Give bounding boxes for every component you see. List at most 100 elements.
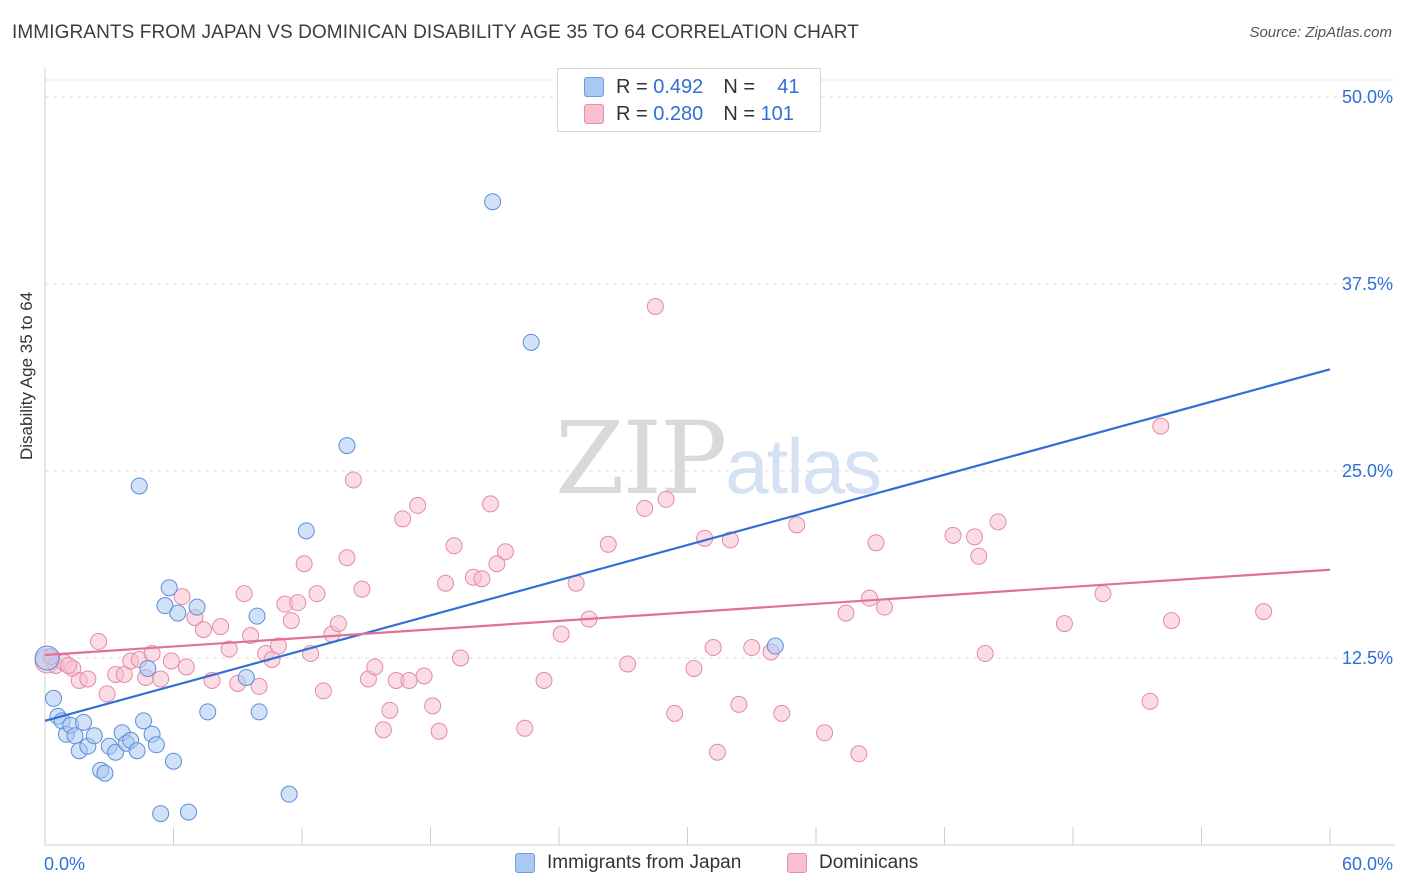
japan-point (96, 764, 114, 782)
dominican-point (60, 656, 78, 674)
dominican-point (152, 670, 170, 688)
dominican-point (473, 570, 491, 588)
dominican-point (876, 598, 894, 616)
dominican-point (344, 471, 362, 489)
legend-n-label: N = (723, 102, 755, 125)
y-tick-label: 50.0% (1342, 87, 1393, 107)
chart-title: IMMIGRANTS FROM JAPAN VS DOMINICAN DISAB… (12, 22, 859, 43)
japan-point (338, 437, 356, 455)
dominican-point (965, 528, 983, 546)
y-tick-label: 37.5% (1342, 274, 1393, 294)
dominican-point (430, 722, 448, 740)
bottom-legend-japan: Immigrants from Japan (515, 852, 741, 874)
dominican-point (282, 612, 300, 630)
japan-point (165, 752, 182, 770)
dominican-point (235, 585, 253, 603)
dominican-point (400, 671, 418, 689)
dominican-point (308, 585, 326, 603)
legend-r-label: R = (616, 102, 648, 125)
japan-point (85, 727, 103, 745)
dominican-point (394, 510, 412, 528)
dominican-point (366, 658, 384, 676)
dominican-point (177, 658, 195, 676)
japan-point (152, 805, 170, 823)
dominicans-points (34, 297, 1273, 763)
watermark: ZIPatlas (555, 400, 882, 517)
dominican-point (989, 513, 1007, 531)
dominican-point (666, 704, 684, 722)
dominican-point (552, 625, 570, 643)
bottom-legend-label-japan: Immigrants from Japan (547, 852, 742, 873)
dominican-point (409, 496, 427, 514)
dominican-point (837, 604, 855, 622)
axis-layer (44, 68, 1395, 846)
x-tick-label: 0.0% (44, 854, 85, 874)
dominican-point (970, 547, 988, 565)
dominican-point (353, 580, 371, 598)
dominican-point (516, 719, 534, 737)
japan-point (280, 785, 298, 803)
source-label: Source: ZipAtlas.com (1249, 24, 1392, 41)
y-tick-label: 25.0% (1342, 461, 1393, 481)
japan-point (160, 579, 178, 597)
dominican-point (704, 639, 722, 657)
dominican-point (976, 645, 994, 663)
japan-point (297, 522, 315, 540)
legend-row-japan: R = 0.492 N = 41 (584, 74, 799, 100)
bottom-legend-dominicans: Dominicans (787, 852, 918, 874)
japan-point (766, 637, 784, 655)
dominican-point (98, 685, 116, 703)
japan-point (188, 598, 206, 616)
bottom-legend-label-dominicans: Dominicans (819, 852, 919, 873)
bottom-legend-swatch-japan (515, 853, 535, 873)
dominican-point (314, 682, 332, 700)
dominican-trend-line (44, 568, 1331, 657)
dominican-point (944, 526, 962, 544)
dominican-point (657, 490, 675, 508)
japan-point (156, 597, 174, 615)
legend-r-value: 0.280 (653, 102, 704, 125)
japan-point (484, 193, 502, 211)
dominican-point (481, 495, 499, 513)
legend-swatch-japan (584, 77, 604, 97)
legend-n-value: 41 (777, 75, 800, 98)
dominican-point (212, 618, 230, 636)
dominican-point (685, 659, 703, 677)
dominican-point (730, 695, 748, 713)
dominican-point (1141, 692, 1159, 710)
dominican-point (535, 671, 553, 689)
dominican-point (721, 531, 739, 549)
japan-point (250, 703, 268, 721)
dominican-point (162, 652, 180, 670)
dominican-point (1094, 585, 1112, 603)
x-tick-label: 60.0% (1342, 854, 1393, 874)
dominican-point (619, 655, 637, 673)
legend-row-dominicans: R = 0.280 N = 101 (584, 101, 794, 127)
dominican-point (1163, 612, 1181, 630)
japan-point (135, 712, 153, 730)
legend-r-value: 0.492 (653, 75, 704, 98)
japan-point (199, 703, 217, 721)
japan-point (248, 607, 266, 625)
y-tick-label: 12.5% (1342, 648, 1393, 668)
bottom-legend-swatch-dominicans (787, 853, 807, 873)
y-axis-label: Disability Age 35 to 64 (17, 291, 36, 460)
dominican-point (220, 640, 238, 658)
japan-point (169, 604, 187, 622)
legend-swatch-dominicans (584, 104, 604, 124)
dominican-point (708, 743, 726, 761)
dominican-point (636, 499, 654, 517)
japan-point (75, 713, 93, 731)
correlation-legend: R = 0.492 N = 41 R = 0.280 N = 101 (557, 68, 821, 132)
dominican-point (338, 549, 356, 567)
dominican-point (743, 639, 761, 657)
dominican-point (194, 621, 212, 639)
dominican-point (436, 574, 454, 592)
dominican-point (250, 677, 268, 695)
japan-point (128, 742, 146, 760)
japan-trend-line (44, 368, 1331, 722)
dominican-point (79, 670, 97, 688)
dominican-point (90, 633, 108, 651)
japan-point (147, 736, 165, 754)
